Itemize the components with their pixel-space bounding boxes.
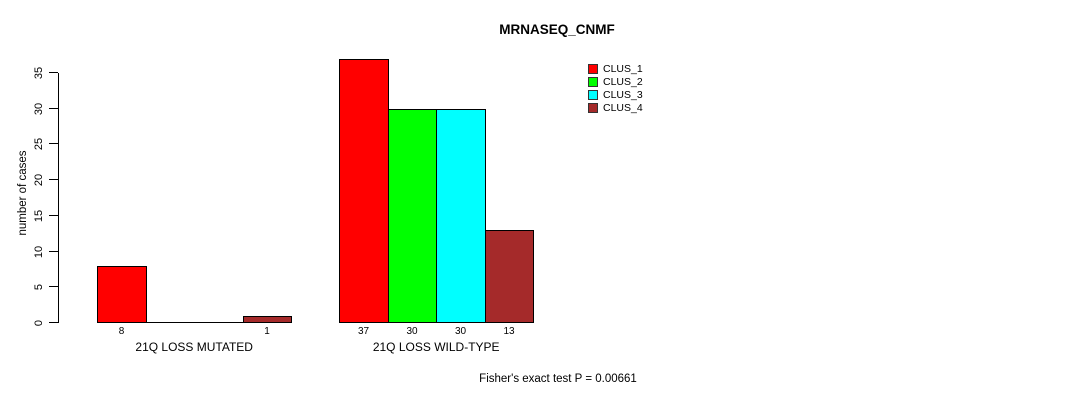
bar-zero-line xyxy=(194,322,244,323)
bar xyxy=(339,59,389,323)
y-tick-label: 15 xyxy=(33,209,45,222)
y-tick-label: 35 xyxy=(33,66,45,79)
y-tick xyxy=(49,108,58,109)
legend-label: CLUS_1 xyxy=(603,63,643,75)
chart-title: MRNASEQ_CNMF xyxy=(499,22,615,37)
y-tick-label: 30 xyxy=(33,102,45,115)
legend-swatch xyxy=(588,64,598,74)
bar-zero-line xyxy=(146,322,195,323)
bar xyxy=(436,109,486,323)
legend-label: CLUS_3 xyxy=(603,89,643,101)
y-tick-label: 25 xyxy=(33,137,45,150)
legend-swatch xyxy=(588,77,598,87)
y-tick xyxy=(49,72,58,73)
bar xyxy=(485,230,534,323)
bar-value-label: 30 xyxy=(406,326,418,337)
legend-swatch xyxy=(588,90,598,100)
legend-swatch xyxy=(588,103,598,113)
legend-label: CLUS_4 xyxy=(603,102,643,114)
bar-value-label: 30 xyxy=(454,326,467,337)
bar-value-label: 13 xyxy=(503,326,515,337)
y-tick-label: 20 xyxy=(33,173,45,186)
bar-value-label: 8 xyxy=(118,326,125,337)
bar xyxy=(97,266,147,323)
legend-label: CLUS_2 xyxy=(603,76,643,88)
category-label: 21Q LOSS MUTATED xyxy=(135,340,253,354)
bar xyxy=(388,109,437,323)
y-tick-label: 10 xyxy=(33,245,45,258)
caption-fisher-test: Fisher's exact test P = 0.00661 xyxy=(479,373,637,385)
y-tick xyxy=(49,322,58,323)
y-tick-label: 0 xyxy=(33,319,45,326)
bar xyxy=(243,316,292,323)
y-tick xyxy=(49,286,58,287)
y-axis-line xyxy=(58,73,59,323)
y-tick xyxy=(49,179,58,180)
bar-value-label: 1 xyxy=(264,326,270,337)
y-tick xyxy=(49,215,58,216)
category-label: 21Q LOSS WILD-TYPE xyxy=(372,340,500,354)
bar-value-label: 37 xyxy=(357,326,370,337)
y-tick xyxy=(49,251,58,252)
y-axis-title: number of cases xyxy=(17,150,29,236)
y-tick-label: 5 xyxy=(33,283,45,290)
y-tick xyxy=(49,143,58,144)
